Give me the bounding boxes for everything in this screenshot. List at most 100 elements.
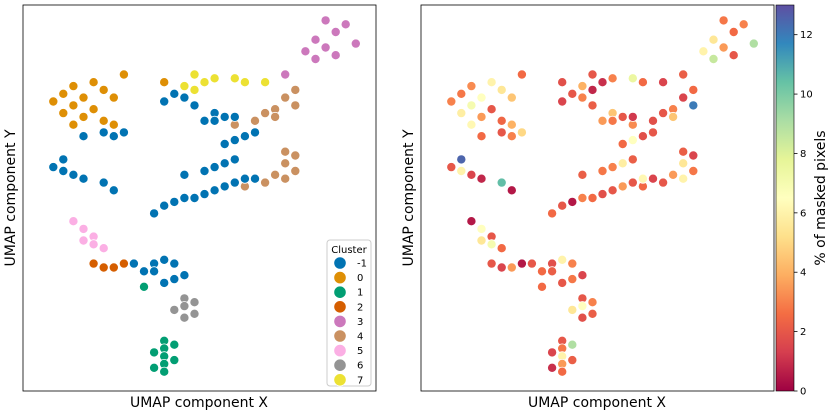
scatter-point bbox=[128, 258, 139, 269]
scatter-point bbox=[506, 185, 517, 196]
scatter-point bbox=[728, 50, 739, 61]
scatter-point bbox=[456, 165, 467, 176]
scatter-point bbox=[456, 88, 467, 99]
scatter-point bbox=[587, 192, 598, 203]
scatter-point bbox=[108, 92, 119, 103]
scatter-point bbox=[229, 135, 240, 146]
scatter-point bbox=[179, 312, 190, 323]
scatter-point bbox=[98, 127, 109, 138]
right-y-axis-label: UMAP component Y bbox=[401, 129, 417, 266]
scatter-point bbox=[557, 200, 568, 211]
colorbar-tick-label: 0 bbox=[800, 387, 806, 398]
scatter-point bbox=[537, 281, 548, 292]
scatter-point bbox=[169, 258, 180, 269]
scatter-point bbox=[506, 262, 517, 273]
legend-label: 2 bbox=[357, 302, 363, 313]
scatter-point bbox=[249, 115, 260, 126]
scatter-point bbox=[78, 235, 89, 246]
scatter-point bbox=[179, 81, 190, 92]
scatter-point bbox=[260, 108, 271, 119]
scatter-point bbox=[189, 297, 200, 308]
scatter-point bbox=[658, 77, 669, 88]
scatter-point bbox=[466, 100, 477, 111]
scatter-point bbox=[78, 173, 89, 184]
scatter-point bbox=[678, 69, 689, 80]
scatter-point bbox=[486, 77, 497, 88]
scatter-point bbox=[658, 177, 669, 188]
scatter-point bbox=[270, 111, 281, 122]
scatter-point bbox=[668, 111, 679, 122]
scatter-point bbox=[239, 77, 250, 88]
scatter-point bbox=[567, 258, 578, 269]
scatter-point bbox=[118, 69, 129, 80]
right-x-axis-label: UMAP component X bbox=[528, 395, 666, 411]
right-scatter-points bbox=[446, 15, 759, 377]
scatter-point bbox=[290, 150, 301, 161]
scatter-point bbox=[149, 362, 160, 373]
scatter-point bbox=[567, 274, 578, 285]
scatter-point bbox=[98, 115, 109, 126]
scatter-point bbox=[169, 339, 180, 350]
scatter-point bbox=[648, 127, 659, 138]
scatter-point bbox=[748, 38, 759, 49]
scatter-point bbox=[189, 192, 200, 203]
scatter-point bbox=[577, 312, 588, 323]
scatter-point bbox=[617, 111, 628, 122]
legend-label: -1 bbox=[357, 259, 367, 270]
scatter-point bbox=[290, 165, 301, 176]
scatter-point bbox=[648, 115, 659, 126]
legend-marker bbox=[333, 270, 347, 285]
scatter-point bbox=[597, 189, 608, 200]
scatter-point bbox=[209, 115, 220, 126]
legend-marker bbox=[333, 256, 347, 270]
scatter-point bbox=[506, 119, 517, 130]
scatter-point bbox=[48, 162, 59, 173]
scatter-point bbox=[88, 77, 99, 88]
scatter-point bbox=[290, 100, 301, 111]
scatter-point bbox=[219, 158, 230, 169]
scatter-point bbox=[149, 208, 160, 219]
scatter-point bbox=[209, 162, 220, 173]
scatter-point bbox=[249, 127, 260, 138]
scatter-point bbox=[567, 304, 578, 315]
scatter-point bbox=[159, 77, 170, 88]
scatter-point bbox=[280, 69, 291, 80]
scatter-point bbox=[219, 111, 230, 122]
scatter-point bbox=[58, 108, 69, 119]
scatter-point bbox=[577, 92, 588, 103]
scatter-point bbox=[688, 100, 699, 111]
scatter-point bbox=[516, 258, 527, 269]
scatter-point bbox=[486, 239, 497, 250]
scatter-point bbox=[280, 173, 291, 184]
colorbar-label: % of masked pixels bbox=[813, 130, 829, 265]
scatter-point bbox=[627, 73, 638, 84]
scatter-point bbox=[446, 96, 457, 107]
scatter-point bbox=[567, 339, 578, 350]
scatter-point bbox=[169, 304, 180, 315]
scatter-point bbox=[547, 208, 558, 219]
scatter-point bbox=[577, 301, 588, 312]
legend-label: 0 bbox=[357, 273, 363, 284]
scatter-point bbox=[169, 355, 180, 366]
scatter-point bbox=[506, 92, 517, 103]
scatter-point bbox=[118, 258, 129, 269]
colorbar-tick-label: 8 bbox=[800, 149, 806, 160]
scatter-point bbox=[58, 88, 69, 99]
scatter-point bbox=[330, 26, 341, 37]
scatter-point bbox=[627, 135, 638, 146]
scatter-point bbox=[310, 54, 321, 65]
scatter-point bbox=[577, 81, 588, 92]
scatter-point bbox=[496, 243, 507, 254]
scatter-point bbox=[708, 54, 719, 65]
legend-marker bbox=[333, 329, 347, 343]
scatter-point bbox=[68, 169, 79, 180]
scatter-point bbox=[698, 46, 709, 57]
scatter-point bbox=[260, 177, 271, 188]
scatter-point bbox=[486, 258, 497, 269]
scatter-point bbox=[189, 69, 200, 80]
scatter-point bbox=[718, 15, 729, 26]
scatter-point bbox=[496, 127, 507, 138]
scatter-point bbox=[728, 26, 739, 37]
scatter-point bbox=[617, 181, 628, 192]
scatter-point bbox=[98, 243, 109, 254]
